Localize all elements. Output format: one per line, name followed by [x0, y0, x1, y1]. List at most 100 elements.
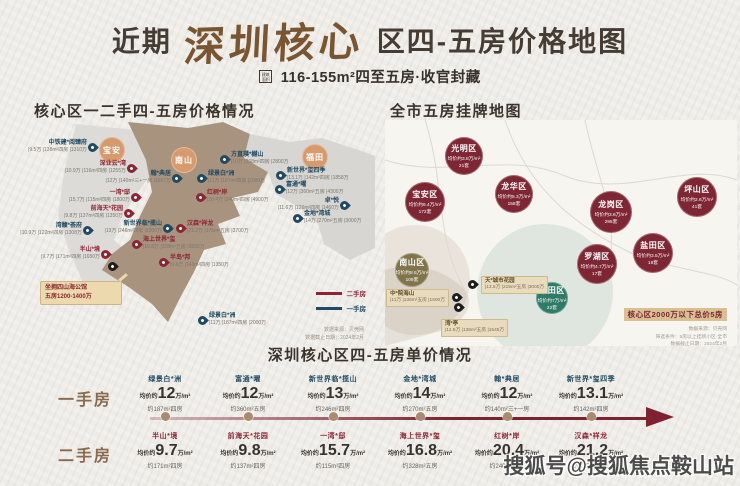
listing-label: 天*城市花园 |13.5万 |215m²五房 |3000万 [481, 276, 549, 294]
row-label-new: 一手房 [58, 392, 113, 409]
district-name: 盐田区 [640, 241, 666, 250]
project-name: 一湾*邸 [320, 433, 346, 440]
price-unit: 万/m² [517, 394, 533, 400]
new-line-swatch [315, 306, 342, 310]
price-number: 14 [412, 385, 431, 402]
project-label: 方直璞*樾山 |10万 |268m²四房 |2800万 [231, 151, 289, 166]
project-label: 绿景白*洲 |11万 |187m²四房 |2000万 [209, 312, 266, 327]
district-avg-price: 均价约7万/m² [537, 299, 567, 304]
listing-name: 中*院海山 [390, 291, 415, 297]
project-label: 半山*境 |9.7万 |171m²四房 |1650万 [41, 246, 100, 261]
source-line: 数据来源：贝壳网 [323, 327, 364, 333]
district-name: 坪山区 [684, 185, 710, 194]
listing-info: |12.5万 |138m²五房 |1545万 [445, 328, 505, 334]
district-avg-price: 均价约6.4万/m² [408, 203, 442, 208]
avg-price: 均价约12万/m² [459, 385, 555, 403]
project-label: 金地*湾城 |14万 |270m²五房 |3000万 [304, 210, 362, 225]
legend-resale: 二手房 [315, 288, 367, 298]
project-name: 深业云*湾 [99, 161, 126, 167]
project-info: |20.4万 |240m²四房 |4900万 [207, 197, 269, 204]
axis-dot [244, 412, 253, 421]
source-line: 数据来源：贝壳网 [688, 327, 727, 332]
unit-size: 约240m²四房 [489, 464, 525, 470]
unit-size: 约137m²四房 [230, 464, 266, 470]
project-name: 新世界*玺四季 [287, 168, 326, 174]
unit-size: 约115m²四房 [315, 464, 351, 470]
district-listing-count: 295套 [604, 220, 618, 225]
price-prefix: 均价约 [307, 394, 326, 400]
legend-resale-label: 二手房 [346, 291, 367, 298]
listing-label: 中*院海山 |11万 |136m²五房 |1500万 [386, 289, 449, 307]
price-unit: 万/m² [260, 451, 276, 457]
project-name: 金地*湾城 [304, 211, 331, 217]
legend-new-label: 一手房 [346, 306, 367, 313]
row-label-resale: 二手房 [58, 448, 113, 465]
price-axis-line [150, 417, 650, 420]
avg-price: 均价约15.7万/m² [285, 442, 381, 460]
subtitle-text: 116-155m²四至五房·收官封藏 [280, 70, 481, 86]
price-number: 9.8 [238, 442, 261, 459]
price-item: 汉森*祥龙 均价约21.2万/m² 约175m²五房 [543, 431, 639, 470]
watermark: 搜狐号@搜狐焦点鞍山站 [503, 455, 734, 478]
district-avg-price: 均价约4.7万/m² [580, 265, 614, 270]
project-info: |9.5万 |138m²四房 |1310万 [28, 147, 87, 154]
right-panel-title: 全市五房挂牌地图 [390, 103, 523, 120]
price-number: 20.4 [492, 442, 525, 459]
price-unit: 万/m² [437, 451, 453, 457]
project-info: |9.7万 |171m²四房 |1650万 [41, 254, 100, 261]
unit-size: 约171m²四房 [147, 464, 183, 470]
price-item: 一湾*邸均价约15.7万/m² 约115m²四房 [285, 431, 381, 470]
price-item: 新世界临*揽山 均价约13万/m² 约246m²四房 [285, 374, 381, 413]
project-name: 半山*境 [152, 433, 178, 440]
project-name: 翰*典居 [150, 171, 171, 177]
avg-price: 均价约13万/m² [285, 385, 381, 403]
legend-new: 一手房 [315, 303, 367, 313]
district-listing-count: 158套 [507, 202, 521, 207]
unit-size: 约360m²五房 [230, 407, 266, 413]
listing-name: 天*城市花园 [485, 278, 515, 284]
unit-size: 约270m²五房 [402, 407, 438, 413]
district-circle: 罗湖区 均价约4.7万/m² 17套 [577, 244, 617, 284]
project-info: |10.9万 |116m²四房 |1255万 [64, 168, 126, 175]
project-info: |15.7万 |115m²四房 |1800万 [68, 197, 130, 204]
district-badge: 福田 [302, 144, 328, 170]
project-info: |13.1万 |142m²四房 |1858万 [287, 175, 349, 182]
project-label: 深业云*湾 |10.9万 |116m²四房 |1255万 [65, 160, 126, 175]
project-label: 湾馥*荟府 |10.9万 |122m²四房 |1308万 [20, 222, 82, 237]
landmass-shapes [58, 122, 375, 322]
left-panel-title: 核心区一二手四-五房价格情况 [34, 103, 255, 120]
project-name: 新世界*玺四季 [566, 376, 616, 383]
project-info: |11万 |187m²四房 |2000万 [208, 178, 266, 185]
project-name: 方直璞*樾山 [231, 152, 264, 158]
resale-line-swatch [315, 291, 342, 295]
price-number: 15.7 [318, 442, 351, 459]
price-prefix: 均价约 [474, 451, 493, 457]
price-prefix: 均价约 [139, 394, 158, 400]
project-name: 绿景白*洲 [148, 376, 182, 383]
district-circle: 坪山区 均价约2.6万/m² 41套 [677, 177, 717, 217]
district-circle: 龙华区 均价约5.3万/m² 158套 [495, 175, 533, 213]
price-number: 16.8 [405, 442, 438, 459]
unit-size: 约187m²四房 [147, 407, 183, 413]
price-prefix: 均价约 [387, 451, 406, 457]
bottom-title: 深圳核心区四-五房单价情况 [267, 347, 473, 364]
project-name: 前海天*花园 [227, 433, 269, 440]
price-unit: 万/m² [175, 394, 191, 400]
project-name: 半山*境 [79, 247, 100, 253]
district-name: 福田区 [539, 286, 565, 295]
district-avg-price: 均价约5.3万/m² [497, 195, 531, 200]
price-prefix: 均价约 [137, 451, 156, 457]
project-name: 前海天*花园 [90, 206, 123, 212]
project-name: 红树*岸 [494, 433, 520, 440]
district-name: 南山区 [399, 258, 425, 267]
district-listing-count: 17套 [591, 272, 603, 277]
project-label: 翰*典居 |12万 |140m²三+一房 |1667万 [106, 170, 171, 185]
listing-info: |13.5万 |215m²五房 |3000万 [485, 285, 545, 291]
price-unit: 万/m² [258, 394, 274, 400]
unit-size: 约246m²四房 [315, 407, 351, 413]
district-circle: 南山区 均价约8.5万/m² 109套 [395, 253, 429, 287]
avg-price: 均价约21.2万/m² [543, 442, 639, 460]
district-avg-price: 均价约3.5万/m² [636, 254, 670, 259]
project-label: 海上世界*玺 |16.8万 |328m²五房 |5500万 [143, 236, 205, 251]
